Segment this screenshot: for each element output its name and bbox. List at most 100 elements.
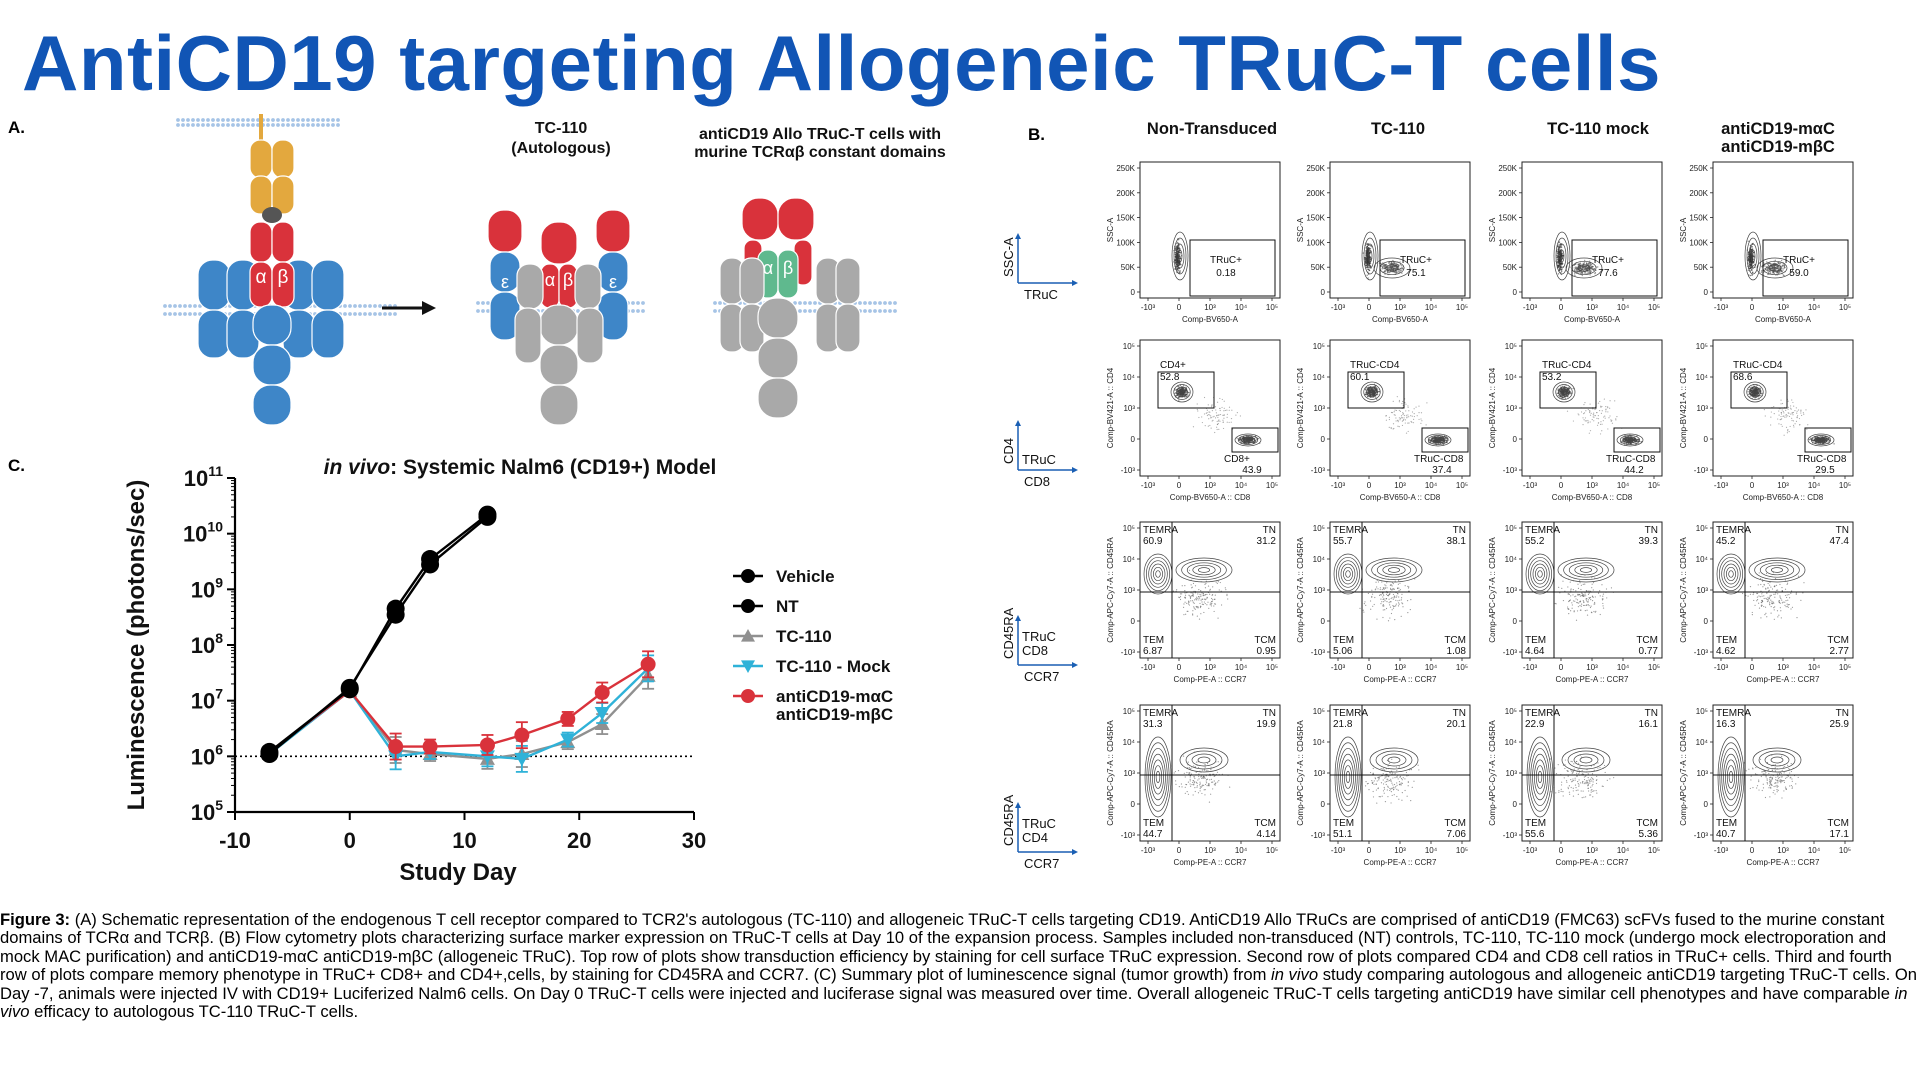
y-tick-label: 150K [1689,214,1708,223]
event-dot [1208,607,1210,609]
event-dot [1572,588,1574,591]
membrane-dot [808,301,812,305]
y-tick-label: 10³ [1123,586,1135,595]
event-dot [1186,767,1188,769]
event-dot [1212,586,1214,588]
event-dot [1217,416,1219,419]
tcm-value: 0.77 [1639,646,1659,657]
event-dot [1405,432,1408,434]
x-tick-label: 10⁵ [1266,481,1278,490]
membrane-dot [173,304,177,308]
event-dot [1586,780,1588,782]
event-dot [1173,772,1175,774]
event-dot [1577,583,1579,585]
event-dot [1367,264,1370,266]
event-dot [1177,390,1179,393]
event-dot [1577,587,1580,589]
event-dot [1204,794,1206,796]
event-dot [1202,592,1204,595]
event-dot [1208,801,1211,803]
y-tick-label: -10³ [1503,648,1518,657]
event-dot [1388,268,1391,271]
event-dot [1177,392,1179,395]
event-dot [1196,408,1198,411]
event-dot [1421,420,1423,422]
event-dot [1554,602,1556,605]
event-dot [1604,417,1606,419]
event-dot [1239,415,1242,417]
event-dot [1388,418,1390,421]
membrane-dot [878,301,882,305]
event-dot [1219,581,1221,584]
membrane-dot [216,118,220,122]
membrane-dot [326,118,330,122]
event-dot [1385,768,1388,770]
event-dot [1211,600,1213,602]
event-dot [1182,606,1185,608]
event-dot [1211,602,1213,604]
event-dot [1175,783,1177,785]
event-dot [1179,270,1181,272]
tcm-value: 7.06 [1447,829,1467,840]
event-dot [1589,414,1592,416]
event-dot [1220,604,1223,606]
event-dot [1392,777,1394,779]
membrane-dot [321,118,325,122]
event-dot [1408,416,1410,418]
epsilon-label: ε [609,272,617,292]
plot-frame [1329,161,1471,299]
event-dot [1420,422,1422,424]
event-dot [1367,592,1369,595]
event-dot [1582,269,1584,271]
event-dot [1591,418,1593,421]
membrane-dot [798,301,802,305]
cd4-gate-value: 53.2 [1542,372,1562,383]
event-dot [1570,786,1572,789]
event-dot [1395,420,1397,422]
event-dot [1561,262,1564,265]
event-dot [1252,438,1254,440]
event-dot [1587,599,1589,601]
x-tick-label: 10³ [1586,663,1598,672]
event-dot [1400,415,1403,417]
event-dot [1606,779,1608,782]
event-dot [1375,789,1378,791]
event-dot [1599,590,1601,592]
event-dot [1610,420,1612,423]
poster-title: AntiCD19 targeting Allogeneic TRuC-T cel… [22,19,1661,107]
event-dot [1577,789,1579,791]
event-dot [1226,421,1228,423]
event-dot [1563,387,1565,390]
event-dot [1576,610,1579,612]
event-dot [1226,594,1228,597]
legend-arrow [1015,233,1021,239]
event-dot [1587,777,1589,779]
event-dot [1374,396,1377,398]
event-dot [1583,266,1585,269]
event-dot [1400,777,1403,780]
membrane-dot [331,123,335,127]
event-dot [1394,605,1396,607]
x-tick-label: 10⁵ [1648,663,1660,672]
x-tick-label: 10⁴ [1425,663,1438,672]
tem-label: TEM [1525,635,1546,646]
event-dot [1230,421,1232,423]
event-dot [1588,263,1590,265]
event-dot [1571,602,1573,604]
membrane-dot [286,118,290,122]
event-dot [1218,428,1220,430]
temra-value: 22.9 [1525,719,1545,730]
x-tick-label: 10³ [1586,481,1598,490]
x-tick-label: -10³ [1523,846,1538,855]
event-dot [1193,765,1195,767]
event-dot [1370,392,1373,395]
event-dot [1210,769,1212,771]
y-tick-label: 10³ [1123,769,1135,778]
event-dot [1407,585,1409,587]
event-dot [1408,769,1411,771]
event-dot [1196,770,1198,773]
event-dot [1188,767,1190,769]
truc-gate [1189,239,1276,297]
event-dot [1392,583,1394,585]
